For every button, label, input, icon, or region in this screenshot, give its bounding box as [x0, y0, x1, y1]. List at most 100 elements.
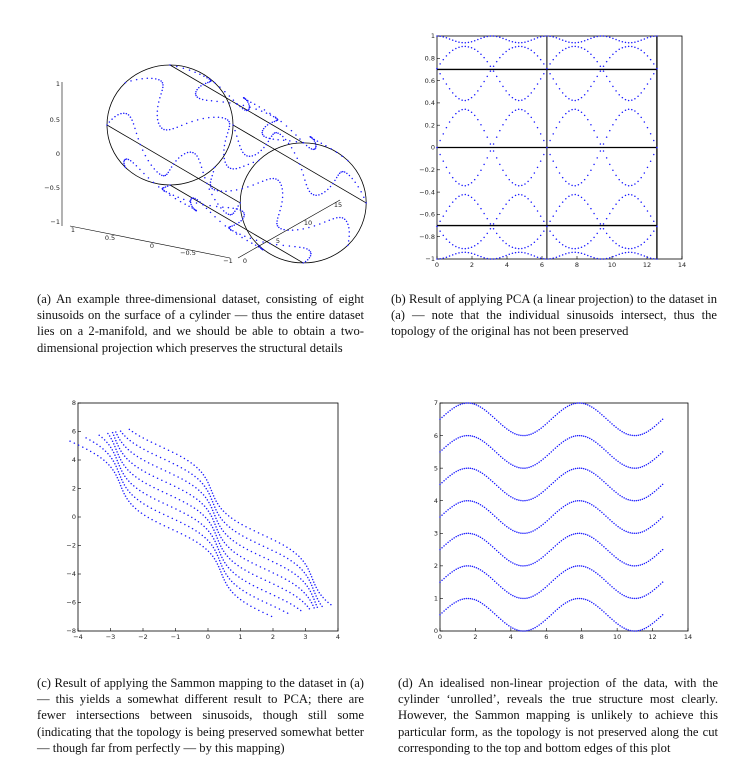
data-point	[441, 416, 443, 419]
data-point	[179, 455, 182, 458]
data-point	[293, 605, 296, 607]
data-point	[134, 127, 136, 130]
data-point	[576, 565, 579, 567]
data-point	[540, 492, 542, 494]
data-point	[172, 163, 175, 165]
data-point	[226, 119, 229, 121]
data-point	[524, 565, 526, 567]
data-point	[224, 225, 227, 227]
data-point	[208, 116, 210, 119]
data-point	[499, 212, 501, 215]
data-point	[539, 133, 542, 135]
data-point	[166, 173, 168, 175]
data-point	[261, 133, 264, 136]
data-point	[445, 83, 448, 85]
data-point	[475, 436, 478, 439]
data-point	[467, 467, 470, 469]
data-point	[202, 204, 204, 206]
data-point	[451, 243, 454, 246]
data-point	[308, 570, 311, 573]
unrolled-series	[439, 402, 664, 437]
pca-series	[436, 108, 658, 187]
data-point	[287, 569, 290, 571]
data-point	[104, 450, 107, 452]
data-point	[207, 530, 210, 532]
data-point	[615, 589, 617, 591]
data-point	[584, 435, 587, 438]
data-point	[603, 611, 605, 613]
data-point	[455, 535, 457, 538]
data-point	[522, 434, 524, 437]
data-point	[477, 242, 479, 245]
data-point	[205, 487, 208, 490]
data-point	[277, 217, 279, 219]
data-point	[259, 566, 262, 568]
data-point	[445, 413, 447, 415]
data-point	[445, 166, 448, 169]
data-point	[301, 569, 303, 571]
data-point	[497, 486, 500, 488]
data-point	[637, 180, 639, 183]
data-point	[206, 519, 209, 521]
data-point	[69, 440, 71, 442]
data-point	[157, 122, 160, 124]
data-point	[315, 586, 317, 589]
data-point	[646, 256, 649, 258]
data-point	[236, 596, 239, 599]
data-point	[510, 463, 512, 465]
data-point	[558, 205, 561, 208]
data-point	[439, 35, 441, 37]
data-point	[208, 521, 211, 524]
data-point	[453, 439, 455, 441]
data-point	[602, 223, 605, 225]
data-point	[282, 139, 285, 142]
data-point	[473, 501, 476, 503]
data-point	[587, 50, 589, 53]
data-point	[526, 629, 528, 632]
data-point	[580, 402, 583, 404]
data-point	[609, 163, 611, 166]
data-point	[465, 500, 468, 502]
data-point	[624, 184, 627, 186]
data-point	[631, 41, 633, 44]
data-point	[319, 223, 321, 225]
data-point	[445, 55, 448, 57]
data-point	[198, 469, 201, 471]
data-point	[512, 594, 514, 597]
data-point	[641, 596, 644, 598]
data-point	[129, 491, 131, 494]
data-point	[158, 511, 161, 514]
data-point	[218, 559, 221, 562]
data-point	[479, 406, 482, 408]
data-point	[252, 584, 255, 587]
data-point	[170, 494, 172, 497]
data-point	[73, 442, 76, 444]
data-point	[564, 537, 567, 539]
data-point	[181, 478, 183, 480]
data-point	[595, 441, 597, 444]
data-point	[595, 506, 597, 509]
data-point	[116, 433, 118, 436]
cylinder-y-axis	[237, 199, 341, 259]
data-point	[192, 484, 194, 487]
data-point	[278, 226, 280, 229]
data-point	[296, 596, 298, 598]
data-point	[520, 630, 522, 632]
data-point	[449, 572, 451, 575]
data-point	[223, 149, 225, 151]
cylinder-series	[106, 112, 241, 216]
data-point	[175, 508, 177, 510]
data-point	[445, 238, 448, 240]
data-point	[242, 535, 244, 537]
data-point	[455, 95, 457, 98]
data-point	[253, 530, 256, 532]
data-point	[543, 230, 545, 232]
data-point	[631, 597, 633, 600]
data-point	[449, 605, 451, 607]
data-point	[126, 497, 128, 500]
data-point	[112, 434, 115, 437]
data-point	[473, 93, 476, 96]
data-point	[177, 196, 179, 199]
data-point	[116, 442, 118, 445]
data-point	[590, 85, 592, 88]
